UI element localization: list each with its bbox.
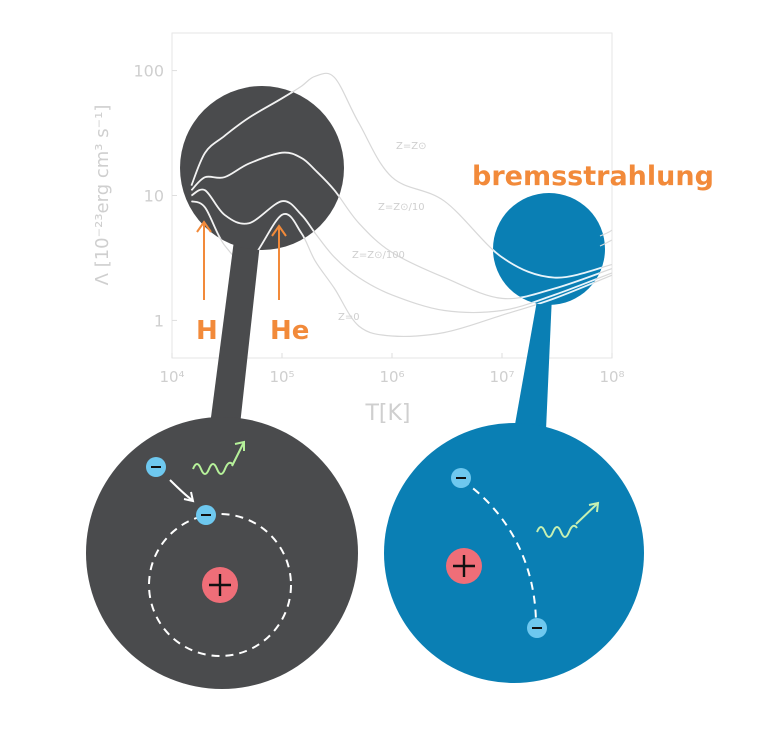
x-axis-ticks: 10⁴ 10⁵ 10⁶ 10⁷ 10⁸ <box>159 353 625 386</box>
curve-label-hundredth: Z=Z⊙/100 <box>352 250 405 261</box>
y-tick-label: 1 <box>154 311 164 330</box>
x-tick-label: 10⁴ <box>159 368 184 386</box>
series-line-zoom-right-0 <box>493 193 605 279</box>
recombination-lens <box>180 86 344 250</box>
recombination-blob <box>86 417 358 689</box>
photon-left <box>192 440 245 475</box>
recombination-scene <box>146 440 292 657</box>
y-tick-label: 10 <box>144 187 164 206</box>
outgoing-electron <box>527 618 547 638</box>
bound-electron <box>196 505 216 525</box>
h-label: H <box>196 316 218 346</box>
curve-label-solar: Z=Z⊙ <box>396 141 426 152</box>
bremsstrahlung-label: bremsstrahlung <box>472 161 714 192</box>
he-label: He <box>270 316 309 346</box>
proton-left <box>202 567 238 603</box>
series-line-3 <box>191 200 613 338</box>
h-arrow <box>196 220 212 300</box>
bremsstrahlung-stalk <box>514 295 552 430</box>
y-axis-ticks: 1 10 100 <box>133 62 177 330</box>
capture-arrow <box>169 479 195 503</box>
bremsstrahlung-blob <box>384 423 644 683</box>
he-arrow <box>271 224 287 300</box>
y-tick-label: 100 <box>133 62 164 81</box>
bremsstrahlung-scene <box>446 468 600 638</box>
photon-right <box>536 501 600 538</box>
curve-label-zero: Z=0 <box>338 312 360 323</box>
curve-label-tenth: Z=Z⊙/10 <box>378 202 425 213</box>
series-line-zoom-0 <box>190 86 344 250</box>
electron-orbit <box>148 513 292 657</box>
x-tick-label: 10⁵ <box>269 368 294 386</box>
x-tick-label: 10⁶ <box>379 368 404 386</box>
proton-right <box>446 548 482 584</box>
series-line-zoom-1 <box>190 151 344 250</box>
x-tick-label: 10⁸ <box>599 368 624 386</box>
x-axis-label: T[K] <box>364 401 410 426</box>
incoming-electron <box>451 468 471 488</box>
recombination-stalk <box>210 225 262 425</box>
y-axis-label: Λ [10⁻²³erg cm³ s⁻¹] <box>92 105 113 286</box>
right-edge-curves <box>599 229 613 247</box>
recombination-magnifier <box>86 86 358 689</box>
x-tick-label: 10⁷ <box>489 368 514 386</box>
free-electron-left <box>146 457 166 477</box>
electron-trajectory <box>461 479 537 626</box>
bremsstrahlung-lens <box>493 193 605 305</box>
